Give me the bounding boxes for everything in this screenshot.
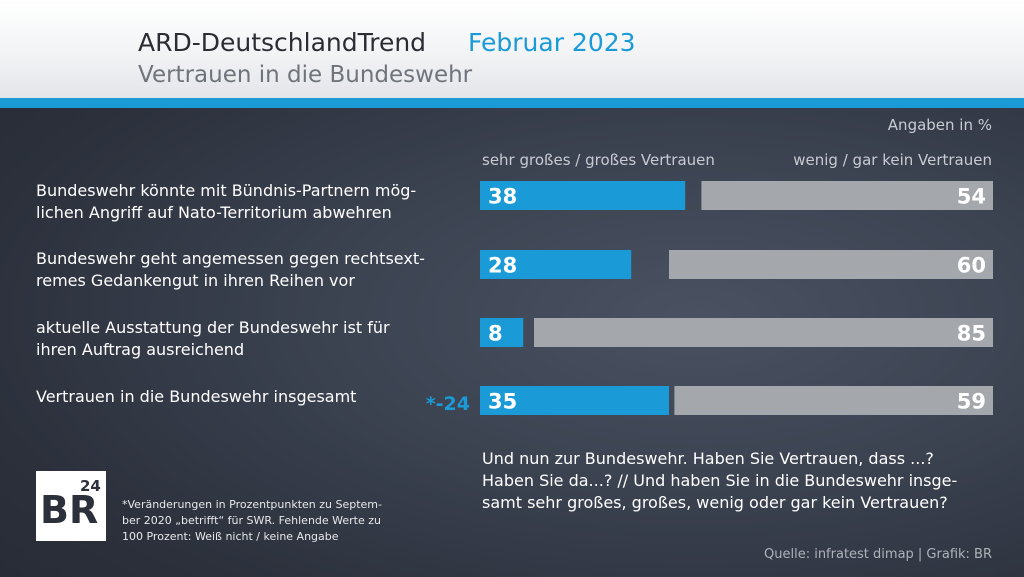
bar-value-positive: 28 xyxy=(488,254,517,278)
bar-value-negative: 85 xyxy=(957,322,986,346)
bar-negative xyxy=(701,181,993,210)
bar-negative xyxy=(674,386,993,415)
footnote: *Veränderungen in Prozentpunkten zu Sept… xyxy=(122,497,397,545)
bar-value-positive: 8 xyxy=(488,322,503,346)
page-title: ARD-DeutschlandTrend xyxy=(138,28,427,57)
survey-question-line: Und nun zur Bundeswehr. Haben Sie Vertra… xyxy=(482,449,934,468)
bar-positive xyxy=(480,318,524,347)
br24-logo: BR 24 xyxy=(36,471,106,545)
page-date: Februar 2023 xyxy=(468,28,636,57)
bar-positive xyxy=(480,386,669,415)
category-label-line: aktuelle Ausstattung der Bundeswehr ist … xyxy=(36,318,390,337)
header-accent-stripe xyxy=(0,98,1024,108)
bar-value-negative: 59 xyxy=(957,390,986,414)
category-label-line: ihren Auftrag ausreichend xyxy=(36,340,245,359)
source-credit: Quelle: infratest dimap | Grafik: BR xyxy=(764,547,992,562)
logo-superscript: 24 xyxy=(80,477,101,495)
category-label: aktuelle Ausstattung der Bundeswehr ist … xyxy=(36,317,436,361)
page-subtitle: Vertrauen in die Bundeswehr xyxy=(138,62,473,88)
logo-text: BR xyxy=(40,488,98,532)
bar-positive xyxy=(480,250,632,279)
legend-positive: sehr großes / großes Vertrauen xyxy=(482,151,715,169)
survey-question-line: samt sehr großes, großes, wenig oder gar… xyxy=(482,493,948,512)
bar-value-negative: 54 xyxy=(957,185,986,209)
category-label: Bundeswehr könnte mit Bündnis-Partnern m… xyxy=(36,180,436,224)
legend-negative: wenig / gar kein Vertrauen xyxy=(793,151,992,169)
category-label-line: Bundeswehr könnte mit Bündnis-Partnern m… xyxy=(36,181,417,200)
category-label-line: Bundeswehr geht angemessen gegen rechtse… xyxy=(36,249,425,268)
footnote-line: 100 Prozent: Weiß nicht / keine Angabe xyxy=(122,530,339,543)
header-band xyxy=(0,0,1024,98)
category-label: Bundeswehr geht angemessen gegen rechtse… xyxy=(36,248,436,292)
bar-positive xyxy=(480,181,686,210)
category-label-line: Vertrauen in die Bundeswehr insgesamt xyxy=(36,387,357,406)
footnote-line: *Veränderungen in Prozentpunkten zu Sept… xyxy=(122,498,382,511)
category-label-line: remes Gedankengut in ihren Reihen vor xyxy=(36,271,355,290)
bar-negative xyxy=(534,318,993,347)
bar-value-positive: 38 xyxy=(488,185,517,209)
category-label: Vertrauen in die Bundeswehr insgesamt xyxy=(36,386,436,408)
bar-negative xyxy=(669,250,993,279)
survey-question: Und nun zur Bundeswehr. Haben Sie Vertra… xyxy=(482,448,1002,514)
footnote-line: ber 2020 „betrifft“ für SWR. Fehlende We… xyxy=(122,514,382,527)
bar-value-negative: 60 xyxy=(957,254,986,278)
category-label-line: lichen Angriff auf Nato-Territorium abwe… xyxy=(36,203,392,222)
survey-question-line: Haben Sie da...? // Und haben Sie in die… xyxy=(482,471,958,490)
change-annotation: *-24 xyxy=(425,393,470,415)
units-label: Angaben in % xyxy=(887,116,992,134)
bar-value-positive: 35 xyxy=(488,390,517,414)
